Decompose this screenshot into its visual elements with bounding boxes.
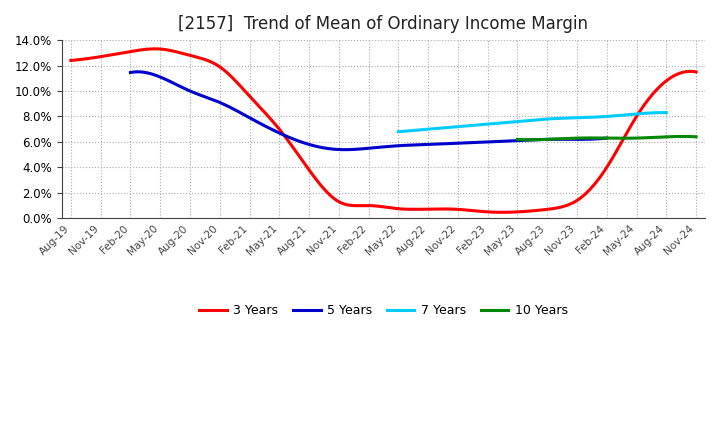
10 Years — [675, 134, 684, 139]
7 Years — [620, 112, 629, 117]
3 Years — [451, 207, 460, 212]
Line: 10 Years: 10 Years — [518, 136, 696, 140]
3 Years — [150, 46, 159, 51]
5 Years — [603, 136, 611, 141]
5 Years — [413, 142, 421, 147]
5 Years — [126, 70, 135, 75]
Line: 3 Years: 3 Years — [71, 49, 696, 213]
3 Years — [692, 69, 701, 74]
5 Years — [561, 137, 570, 142]
10 Years — [623, 136, 631, 141]
3 Years — [438, 206, 447, 212]
7 Years — [662, 110, 670, 115]
10 Years — [619, 136, 628, 141]
Line: 7 Years: 7 Years — [398, 113, 666, 132]
5 Years — [134, 69, 143, 74]
7 Years — [553, 116, 562, 121]
7 Years — [558, 116, 567, 121]
3 Years — [637, 106, 646, 111]
7 Years — [554, 116, 562, 121]
3 Years — [598, 172, 606, 177]
10 Years — [678, 134, 687, 139]
Title: [2157]  Trend of Mean of Ordinary Income Margin: [2157] Trend of Mean of Ordinary Income … — [179, 15, 588, 33]
3 Years — [66, 58, 75, 63]
5 Years — [420, 142, 429, 147]
10 Years — [620, 136, 629, 141]
10 Years — [513, 137, 522, 142]
5 Years — [341, 147, 350, 152]
3 Years — [68, 58, 77, 63]
7 Years — [395, 129, 404, 134]
10 Years — [665, 134, 673, 139]
5 Years — [411, 142, 420, 147]
3 Years — [441, 206, 449, 212]
7 Years — [658, 110, 667, 115]
Legend: 3 Years, 5 Years, 7 Years, 10 Years: 3 Years, 5 Years, 7 Years, 10 Years — [194, 299, 572, 323]
10 Years — [692, 134, 701, 139]
Line: 5 Years: 5 Years — [130, 72, 607, 150]
10 Years — [527, 137, 536, 143]
7 Years — [394, 129, 402, 134]
5 Years — [531, 137, 539, 143]
5 Years — [127, 70, 136, 75]
7 Years — [637, 111, 646, 116]
10 Years — [514, 137, 523, 142]
3 Years — [498, 210, 506, 215]
